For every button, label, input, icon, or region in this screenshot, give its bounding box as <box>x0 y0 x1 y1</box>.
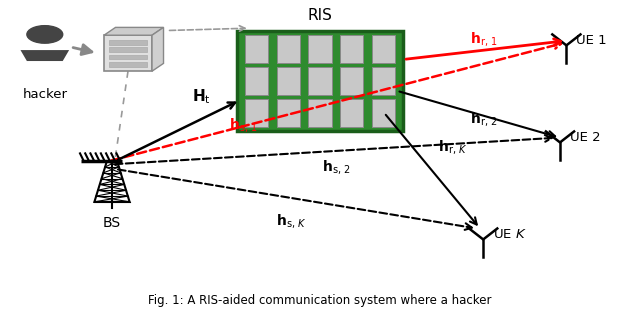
Text: Fig. 1: A RIS-aided communication system where a hacker: Fig. 1: A RIS-aided communication system… <box>148 294 492 307</box>
FancyBboxPatch shape <box>245 100 268 127</box>
FancyBboxPatch shape <box>245 35 268 63</box>
FancyBboxPatch shape <box>340 100 364 127</box>
FancyBboxPatch shape <box>308 67 332 95</box>
Text: $\mathbf{h}_\mathrm{r,\,\mathit{K}}$: $\mathbf{h}_\mathrm{r,\,\mathit{K}}$ <box>438 138 468 156</box>
Text: BS: BS <box>103 216 121 230</box>
Text: UE $K$: UE $K$ <box>493 228 527 241</box>
Circle shape <box>27 26 63 43</box>
FancyBboxPatch shape <box>109 47 147 52</box>
FancyBboxPatch shape <box>340 67 364 95</box>
Text: $\mathbf{H}_\mathrm{t}$: $\mathbf{H}_\mathrm{t}$ <box>192 88 211 106</box>
Text: $\mathbf{h}_\mathrm{s,\,1}$: $\mathbf{h}_\mathrm{s,\,1}$ <box>228 116 258 134</box>
Text: $\mathbf{h}_\mathrm{s,\,\mathit{K}}$: $\mathbf{h}_\mathrm{s,\,\mathit{K}}$ <box>276 212 307 230</box>
FancyBboxPatch shape <box>109 62 147 67</box>
Polygon shape <box>152 28 164 71</box>
FancyBboxPatch shape <box>245 67 268 95</box>
Text: UE 1: UE 1 <box>576 34 607 47</box>
FancyBboxPatch shape <box>308 100 332 127</box>
FancyBboxPatch shape <box>237 31 403 131</box>
FancyBboxPatch shape <box>308 35 332 63</box>
FancyBboxPatch shape <box>372 100 395 127</box>
FancyBboxPatch shape <box>340 35 364 63</box>
FancyBboxPatch shape <box>276 67 300 95</box>
FancyBboxPatch shape <box>104 35 152 71</box>
Text: hacker: hacker <box>22 88 67 101</box>
FancyBboxPatch shape <box>276 35 300 63</box>
Polygon shape <box>104 28 164 35</box>
Text: RIS: RIS <box>308 8 332 23</box>
Polygon shape <box>20 50 69 61</box>
Polygon shape <box>95 161 129 202</box>
Text: $\mathbf{h}_\mathrm{s,\,2}$: $\mathbf{h}_\mathrm{s,\,2}$ <box>321 158 351 177</box>
Text: UE 2: UE 2 <box>570 131 600 144</box>
FancyBboxPatch shape <box>372 67 395 95</box>
FancyBboxPatch shape <box>109 54 147 59</box>
Text: $\mathbf{h}_\mathrm{r,\,2}$: $\mathbf{h}_\mathrm{r,\,2}$ <box>470 110 498 128</box>
FancyBboxPatch shape <box>276 100 300 127</box>
FancyBboxPatch shape <box>109 40 147 45</box>
FancyBboxPatch shape <box>372 35 395 63</box>
Text: $\mathbf{h}_\mathrm{r,\,1}$: $\mathbf{h}_\mathrm{r,\,1}$ <box>470 30 498 48</box>
